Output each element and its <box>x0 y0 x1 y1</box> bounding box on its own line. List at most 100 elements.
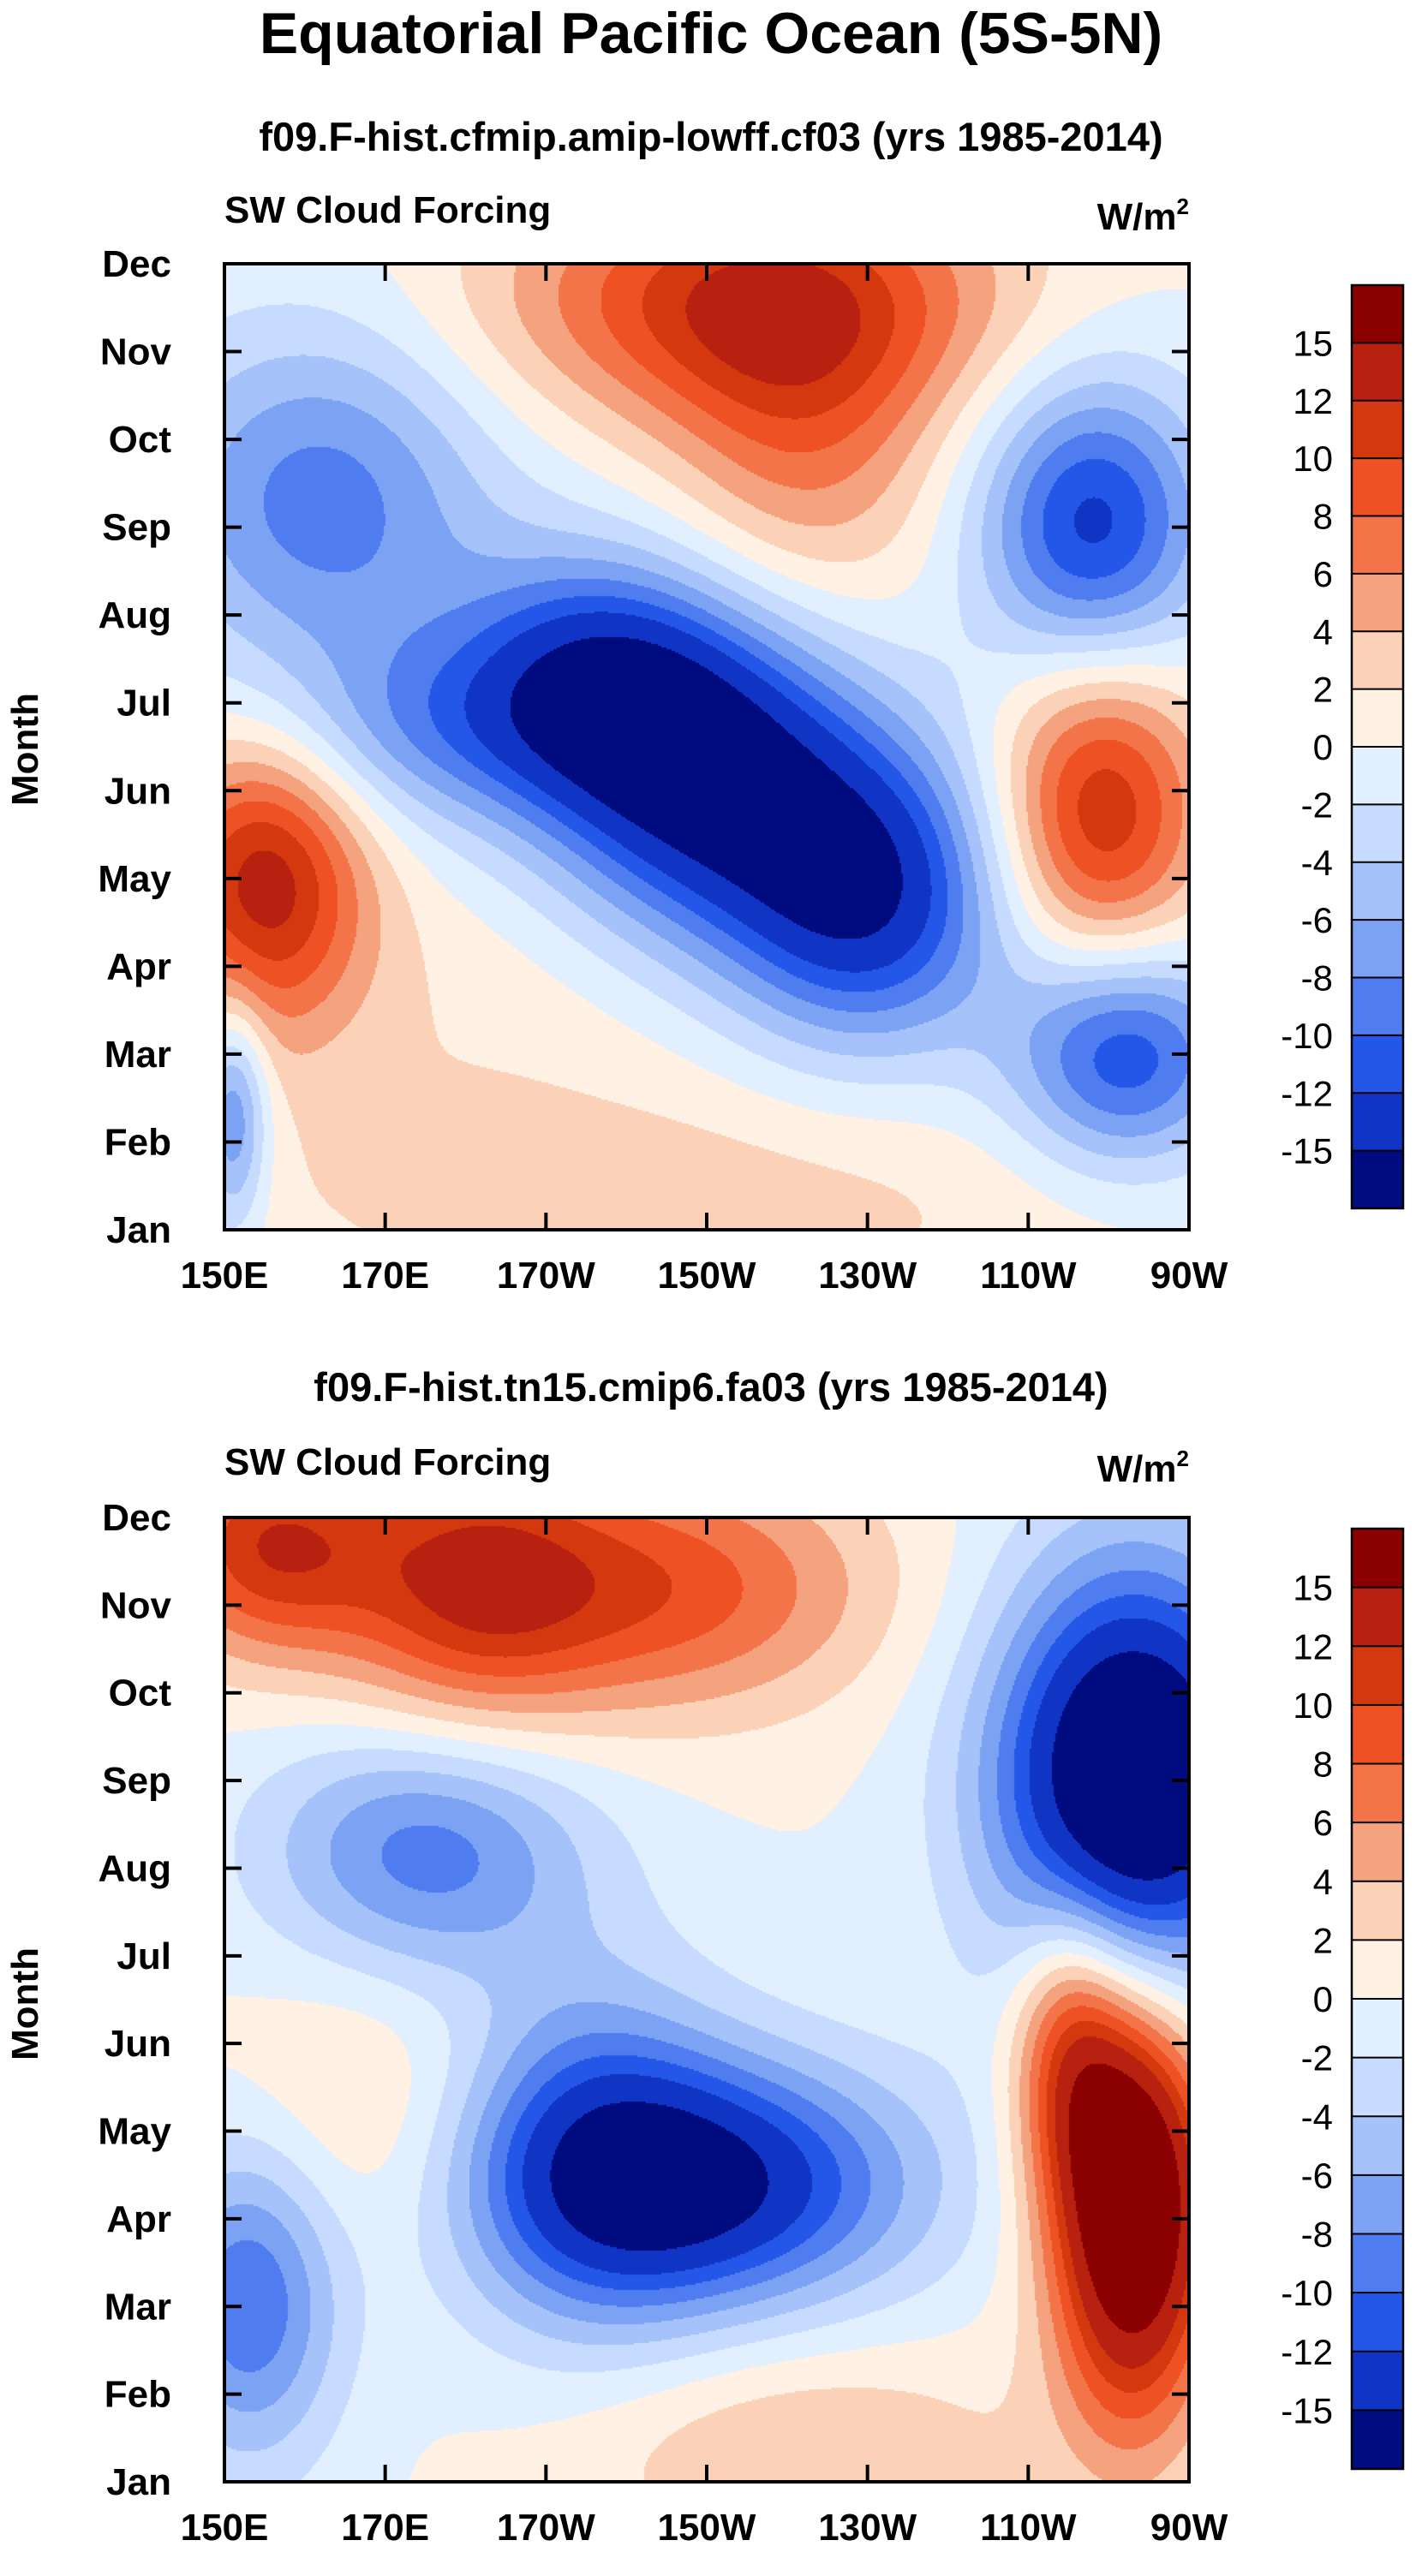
colorbar-label: -2 <box>1301 784 1333 825</box>
colorbar-swatch <box>1352 1587 1403 1647</box>
x-tick-label: 90W <box>1150 1255 1228 1297</box>
main-title: Equatorial Pacific Ocean (5S-5N) <box>260 1 1162 66</box>
colorbar-swatch <box>1352 631 1403 690</box>
panel-1-variable-label: SW Cloud Forcing <box>224 189 551 231</box>
colorbar-label: -6 <box>1301 900 1333 940</box>
colorbar-swatch <box>1352 1150 1403 1209</box>
colorbar-label: -10 <box>1281 2273 1333 2313</box>
colorbar-label: -15 <box>1281 1131 1333 1172</box>
colorbar-swatch <box>1352 1763 1403 1823</box>
colorbar-label: 2 <box>1313 670 1333 710</box>
y-tick-label: Jul <box>117 1935 171 1977</box>
y-tick-label: Sep <box>102 507 171 549</box>
colorbar-swatch <box>1352 2410 1403 2470</box>
colorbar-swatch <box>1352 516 1403 575</box>
colorbar-label: -8 <box>1301 2215 1333 2255</box>
colorbar-swatch <box>1352 1881 1403 1941</box>
x-tick-label: 110W <box>980 1255 1077 1297</box>
y-tick-label: Nov <box>100 331 172 373</box>
panel-2-contour-field <box>224 1518 1189 2482</box>
colorbar-swatch <box>1352 1822 1403 1882</box>
y-tick-label: Feb <box>105 1121 171 1163</box>
colorbar-label: -8 <box>1301 958 1333 999</box>
x-tick-label: 170W <box>497 1255 595 1297</box>
colorbar-swatch <box>1352 747 1403 805</box>
panel-2-units: W/m2 <box>1097 1446 1189 1490</box>
colorbar-swatch <box>1352 1093 1403 1152</box>
colorbar-label: 12 <box>1293 381 1333 421</box>
y-tick-label: Jun <box>105 770 171 812</box>
panel-1-y-axis-label: Month <box>4 693 46 806</box>
colorbar-label: 15 <box>1293 323 1333 363</box>
y-tick-label: Jul <box>117 683 171 724</box>
colorbar-swatch <box>1352 2116 1403 2176</box>
colorbar-label: -4 <box>1301 843 1333 883</box>
colorbar-swatch <box>1352 1646 1403 1706</box>
x-tick-label: 130W <box>818 1255 917 1297</box>
colorbar-swatch <box>1352 573 1403 632</box>
colorbar-swatch <box>1352 862 1403 921</box>
y-tick-label: Feb <box>105 2374 171 2416</box>
colorbar-label: 4 <box>1313 611 1333 652</box>
colorbar-swatch <box>1352 458 1403 516</box>
x-tick-label: 130W <box>818 2507 917 2549</box>
y-tick-label: Jan <box>106 1209 171 1251</box>
colorbar-swatch <box>1352 804 1403 863</box>
colorbar-2: 15 12 10 8 6 4 2 0 -2 -4 -6 -8 -10 -12 -15 <box>1281 1527 1405 2471</box>
panel-1: f09.F-hist.cfmip.amip-lowff.cf03 (yrs 19… <box>4 114 1228 1297</box>
colorbar-swatch <box>1352 285 1403 343</box>
y-tick-label: Mar <box>105 2286 171 2328</box>
colorbar-label: -2 <box>1301 2038 1333 2078</box>
panel-1-ticks: 150E 170E 170W 150W 130W 110W 90W Jan Feb Mar Apr M… <box>98 243 1228 1297</box>
colorbar-swatch <box>1352 2057 1403 2117</box>
y-tick-label: Jun <box>105 2023 171 2065</box>
colorbar-swatch <box>1352 1704 1403 1764</box>
panel-2-canvas <box>224 1518 1189 2482</box>
x-tick-label: 150W <box>658 2507 756 2549</box>
colorbar-label: 15 <box>1293 1568 1333 1608</box>
colorbar-label: 0 <box>1313 727 1333 767</box>
y-tick-label: Aug <box>98 594 171 636</box>
colorbar-label: 10 <box>1293 438 1333 479</box>
panel-1-contour-field <box>224 264 1189 1230</box>
y-tick-label: Sep <box>102 1760 171 1802</box>
colorbar-swatch <box>1352 977 1403 1036</box>
colorbar-label: 12 <box>1293 1626 1333 1667</box>
colorbar-label: -12 <box>1281 1073 1333 1113</box>
colorbar-swatch <box>1352 920 1403 978</box>
x-tick-label: 150E <box>181 2507 269 2549</box>
x-tick-label: 170W <box>497 2507 595 2549</box>
colorbar-label: 10 <box>1293 1685 1333 1726</box>
y-tick-label: Nov <box>100 1584 172 1626</box>
panel-2-y-axis-label: Month <box>4 1947 46 2060</box>
y-tick-label: May <box>98 858 171 900</box>
colorbar-swatch <box>1352 1529 1403 1589</box>
colorbar-label: -12 <box>1281 2332 1333 2372</box>
y-tick-label: Apr <box>106 2198 171 2240</box>
colorbar-label: -6 <box>1301 2156 1333 2196</box>
panel-1-units: W/m2 <box>1097 194 1189 238</box>
x-tick-label: 150W <box>658 1255 756 1297</box>
panel-2-title: f09.F-hist.tn15.cmip6.fa03 (yrs 1985-201… <box>314 1364 1108 1410</box>
colorbar-label: 8 <box>1313 497 1333 537</box>
colorbar-swatch <box>1352 689 1403 748</box>
colorbar-1: 15 12 10 8 6 4 2 0 -2 -4 -6 -8 -10 -12 -15 <box>1281 283 1405 1210</box>
colorbar-swatch <box>1352 2351 1403 2411</box>
colorbar-swatch <box>1352 2293 1403 2352</box>
x-tick-label: 170E <box>341 1255 429 1297</box>
x-tick-label: 90W <box>1150 2507 1228 2549</box>
x-tick-label: 150E <box>181 1255 269 1297</box>
colorbar-label: 4 <box>1313 1862 1333 1902</box>
colorbar-label: -15 <box>1281 2390 1333 2430</box>
colorbar-swatch <box>1352 2233 1403 2293</box>
colorbar-label: -4 <box>1301 2096 1333 2137</box>
colorbar-label: 6 <box>1313 554 1333 594</box>
colorbar-label: -10 <box>1281 1016 1333 1056</box>
y-tick-label: Dec <box>102 243 171 285</box>
colorbar-label: 2 <box>1313 1920 1333 1960</box>
y-tick-label: Oct <box>109 1673 172 1714</box>
colorbar-swatch <box>1352 1940 1403 2000</box>
panel-2-variable-label: SW Cloud Forcing <box>224 1441 551 1483</box>
colorbar-swatch <box>1352 400 1403 459</box>
